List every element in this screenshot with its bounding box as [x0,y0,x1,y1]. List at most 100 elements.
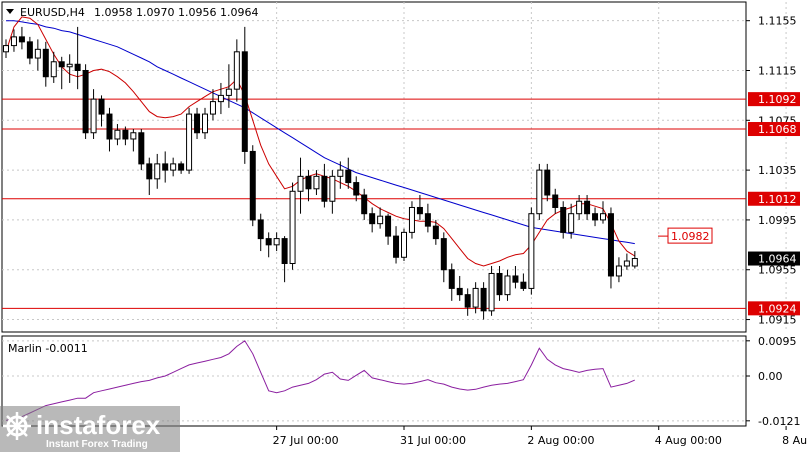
bull-candle-body [615,265,622,277]
bull-candle-body [528,213,535,289]
oscillator-tick-label: 0.0095 [758,335,797,348]
bear-candle-body [385,215,392,237]
candle [217,82,224,115]
level-price-label: 1.1092 [758,93,797,106]
bull-candle-body [576,200,583,215]
level-price-label: 1.1012 [758,193,797,206]
candle [186,107,193,174]
bear-candle-body [257,219,264,240]
bull-candle-body [90,98,97,134]
bear-candle-body [520,281,527,289]
bear-candle-body [106,113,113,140]
bear-candle-body [480,287,487,312]
bear-candle-body [496,272,503,296]
date-tick-label: 8 Aug 00:00 [782,434,807,447]
level-price-badge [748,122,800,137]
bear-candle-body [345,169,352,184]
bear-candle-body [58,61,65,68]
candle [345,157,352,189]
candle [401,228,407,262]
candle [249,145,256,227]
candle [209,89,216,121]
candle [528,207,535,295]
candle [281,236,288,283]
bull-candle-body [313,175,320,190]
bull-candle-body [34,48,41,59]
bull-candle-body [329,175,336,202]
candle [552,188,559,214]
bull-candle-body [3,45,9,53]
candle [456,275,463,301]
price-tick-label: 1.0955 [758,264,797,277]
bull-candle-body [568,213,575,233]
candle [34,39,41,71]
bear-candle-body [265,238,272,246]
bull-candle-body [408,206,415,233]
candle [448,263,455,301]
candle [122,126,129,146]
bull-candle-body [209,101,216,115]
bear-candle-body [416,206,423,215]
chart-menu-triangle-icon[interactable] [6,9,14,14]
bear-candle-body [305,175,312,190]
candle [170,157,177,177]
bull-candle-body [233,51,240,90]
candle [66,54,73,83]
bull-candle-body [170,163,177,171]
candle [568,203,575,239]
bull-candle-body [154,163,161,180]
current-price-badge [748,251,800,266]
price-pane[interactable] [1,1,747,333]
candle [544,163,551,202]
candle [353,176,360,202]
candle [472,282,479,314]
candle [265,232,272,258]
candle [26,36,33,65]
bear-candle-body [281,238,288,265]
bull-candle-body [66,63,73,68]
bull-candle-body [377,215,384,225]
candle [82,64,89,139]
candle [385,213,392,245]
candle [560,201,567,239]
candle [600,201,606,224]
candle [361,188,368,220]
bear-candle-body [82,69,89,134]
candle [464,288,471,316]
candle [241,26,248,164]
bear-candle-body [98,98,105,115]
bear-candle-body [464,294,471,308]
level-price-label: 1.0924 [758,302,797,315]
instaforex-watermark: instaforex Instant Forex Trading [0,406,180,452]
price-tick-label: 1.1035 [758,164,797,177]
candle [321,163,328,208]
date-tick-label: 2 Aug 00:00 [527,434,594,447]
bear-candle-body [432,225,439,240]
bear-candle-body [241,51,248,152]
bull-candle-body [401,231,407,258]
candle [607,207,614,289]
oscillator-label: Marlin -0.0011 [8,342,88,355]
oscillator-tick-label: 0.00 [758,370,783,383]
candle [10,29,17,52]
candle [305,170,312,202]
candle [130,129,137,152]
date-tick-label: 27 Jul 00:00 [273,434,339,447]
bear-candle-body [361,194,368,215]
candle [536,163,543,220]
oscillator-axis: 0.0095 0.00 -0.0121 [746,335,800,428]
oscillator-line-group [5,340,635,421]
oscillator-tick-label: -0.0121 [758,415,800,428]
bull-candle-body [289,190,296,265]
bull-candle-body [202,113,208,134]
bull-candle-body [337,169,344,177]
current-price-label: 1.0964 [758,253,797,266]
price-grid [2,2,787,332]
candle [512,266,519,289]
bear-candle-body [249,150,256,221]
bear-candle-body [584,200,591,215]
candle [377,207,384,229]
bear-candle-body [26,41,33,59]
target-price-box [667,227,713,244]
